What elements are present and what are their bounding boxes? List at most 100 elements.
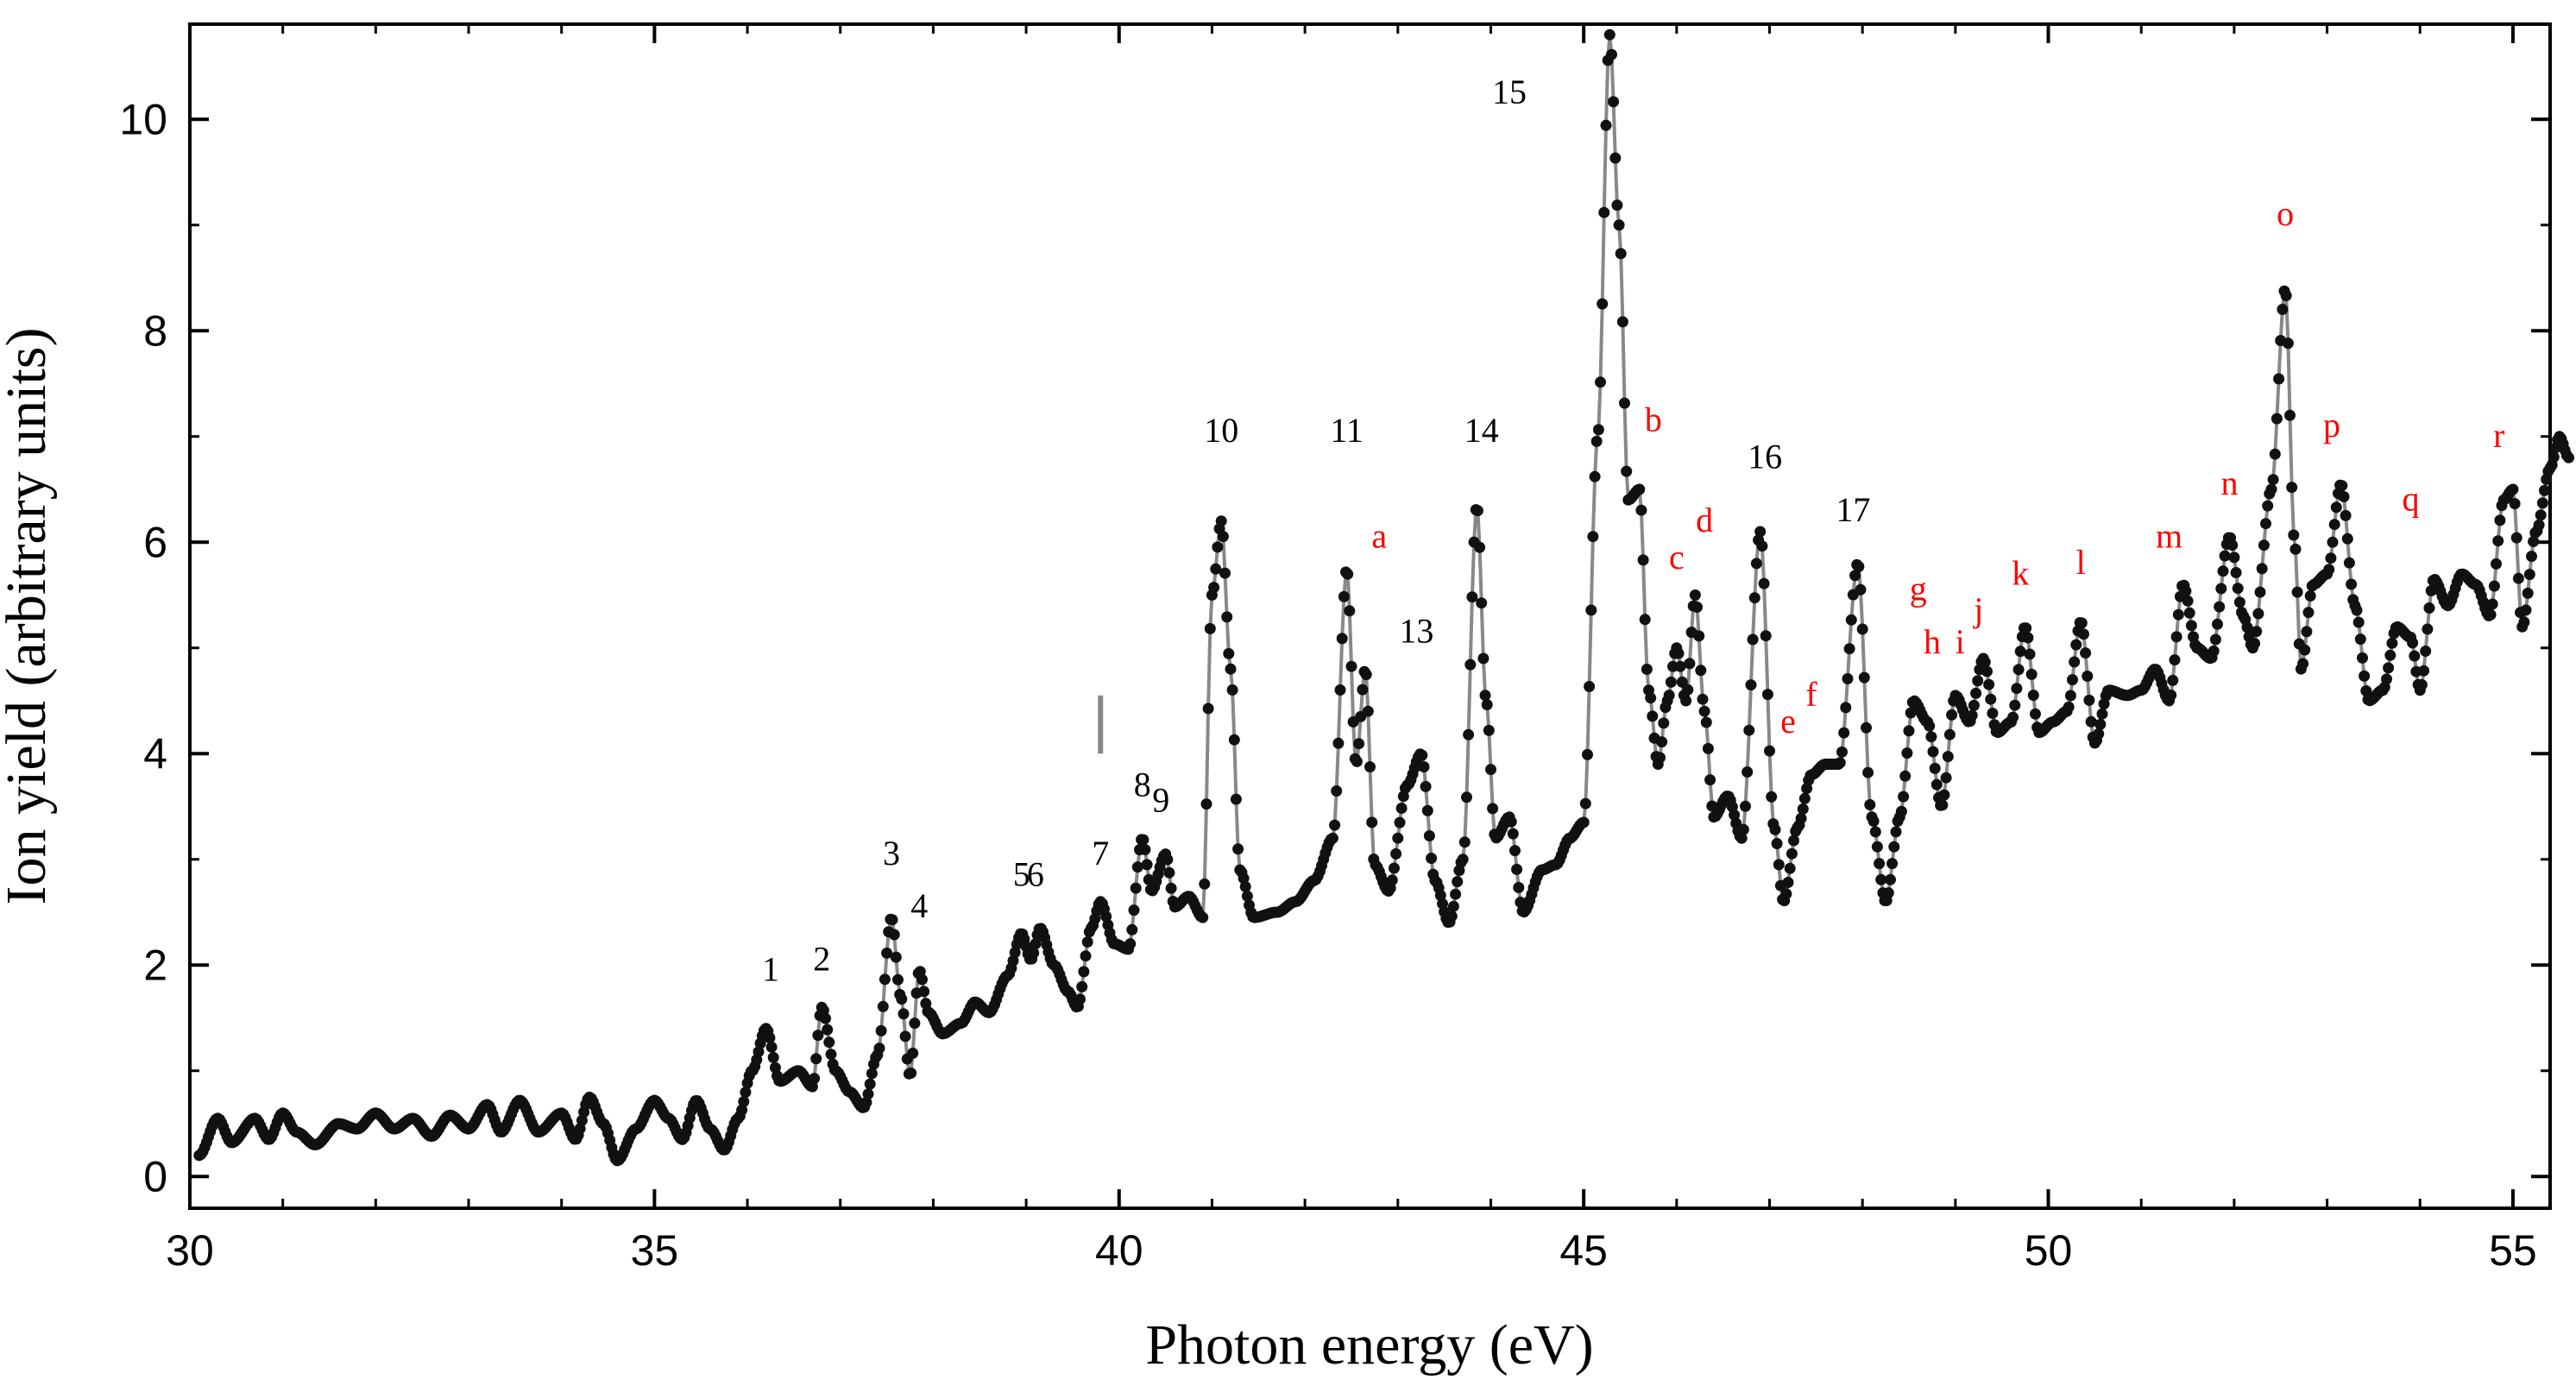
data-point [1871,841,1883,853]
data-point [736,1104,748,1116]
data-point [2297,658,2309,670]
data-point [1740,800,1751,812]
data-point [1700,716,1712,728]
peak-label-k: k [2012,553,2029,592]
data-point [2494,514,2506,526]
data-point [1899,770,1912,782]
data-point [1418,761,1430,772]
data-point [1769,823,1781,835]
series-line [198,35,2571,1163]
y-tick-label-8: 8 [143,306,167,355]
data-point [2083,694,2095,706]
data-point [1225,663,1237,675]
data-point [1078,966,1090,978]
data-point [1420,780,1432,792]
data-point [1447,900,1459,912]
data-point [1589,470,1601,482]
data-point [1747,633,1759,646]
data-point [1836,746,1848,758]
data-point [1200,798,1212,810]
data-point [898,1008,910,1020]
data-point [2304,590,2316,602]
data-point [812,1030,824,1042]
peak-label-3: 3 [883,834,900,873]
data-point [1729,809,1741,821]
data-point [2341,532,2353,545]
data-point [1639,614,1651,626]
data-point [1985,693,1997,705]
data-point [1691,602,1703,613]
data-point [909,1017,921,1030]
data-point [1395,803,1408,814]
data-point [2269,448,2281,460]
data-point [1081,936,1093,948]
data-point [1030,938,1042,950]
data-point [2548,451,2560,463]
data-point [2170,631,2182,643]
data-point [2212,618,2223,630]
data-point [2249,638,2261,650]
data-point [2075,617,2088,629]
data-point [1937,799,1949,811]
peak-label-r: r [2493,416,2504,455]
data-point [823,1036,835,1049]
data-point [1606,48,1617,60]
data-point [1641,664,1653,675]
data-point [1663,690,1675,702]
peak-label-c: c [1669,538,1685,576]
data-point [2381,673,2392,685]
data-point [1226,684,1238,696]
data-point [1901,747,1913,759]
data-point [1457,854,1469,866]
data-point [1895,805,1907,817]
data-point [2386,637,2398,649]
data-point [2241,621,2253,633]
data-point [1930,778,1943,791]
peak-label-15: 15 [1492,72,1527,111]
data-point [2509,498,2521,510]
data-point [1210,563,1222,575]
data-point [1925,731,1937,743]
data-point [1966,709,1978,721]
data-point [2351,604,2363,616]
data-point [1485,764,1496,776]
data-point [862,1088,874,1100]
x-tick-label-35: 35 [631,1226,679,1275]
y-tick-label-0: 0 [143,1152,167,1200]
peak-label-e: e [1780,702,1796,740]
data-point [2563,451,2574,463]
data-point [2064,690,2076,702]
data-point [2093,728,2105,740]
data-point [1230,793,1242,805]
data-point [2336,480,2348,492]
peak-label-d: d [1696,501,1713,539]
data-point [2323,564,2335,576]
data-point [2214,601,2226,613]
data-point [2009,699,2021,711]
peak-label-5: 5 [1013,854,1030,893]
data-point [1782,877,1794,888]
data-point [1698,705,1710,717]
data-point [1326,832,1338,844]
data-point [2226,539,2239,551]
x-axis-title: Photon energy (eV) [1145,1314,1593,1377]
data-point [2209,633,2221,646]
x-tick-label-40: 40 [1095,1226,1143,1275]
data-point [1867,816,1880,827]
data-point [2409,650,2421,662]
data-point [892,973,904,986]
data-point [1845,614,1857,626]
data-point [1137,834,1149,846]
series-layer [193,28,2574,1167]
data-point [1647,710,1659,722]
data-point [1344,605,1356,617]
data-point [2418,665,2430,677]
data-point [1215,515,1227,527]
data-point [1338,590,1350,602]
data-point [2522,587,2534,599]
data-point [2291,586,2303,598]
data-point [1741,766,1754,778]
data-point [1864,799,1876,810]
peak-label-l: l [2076,543,2086,582]
data-point [1598,206,1610,218]
